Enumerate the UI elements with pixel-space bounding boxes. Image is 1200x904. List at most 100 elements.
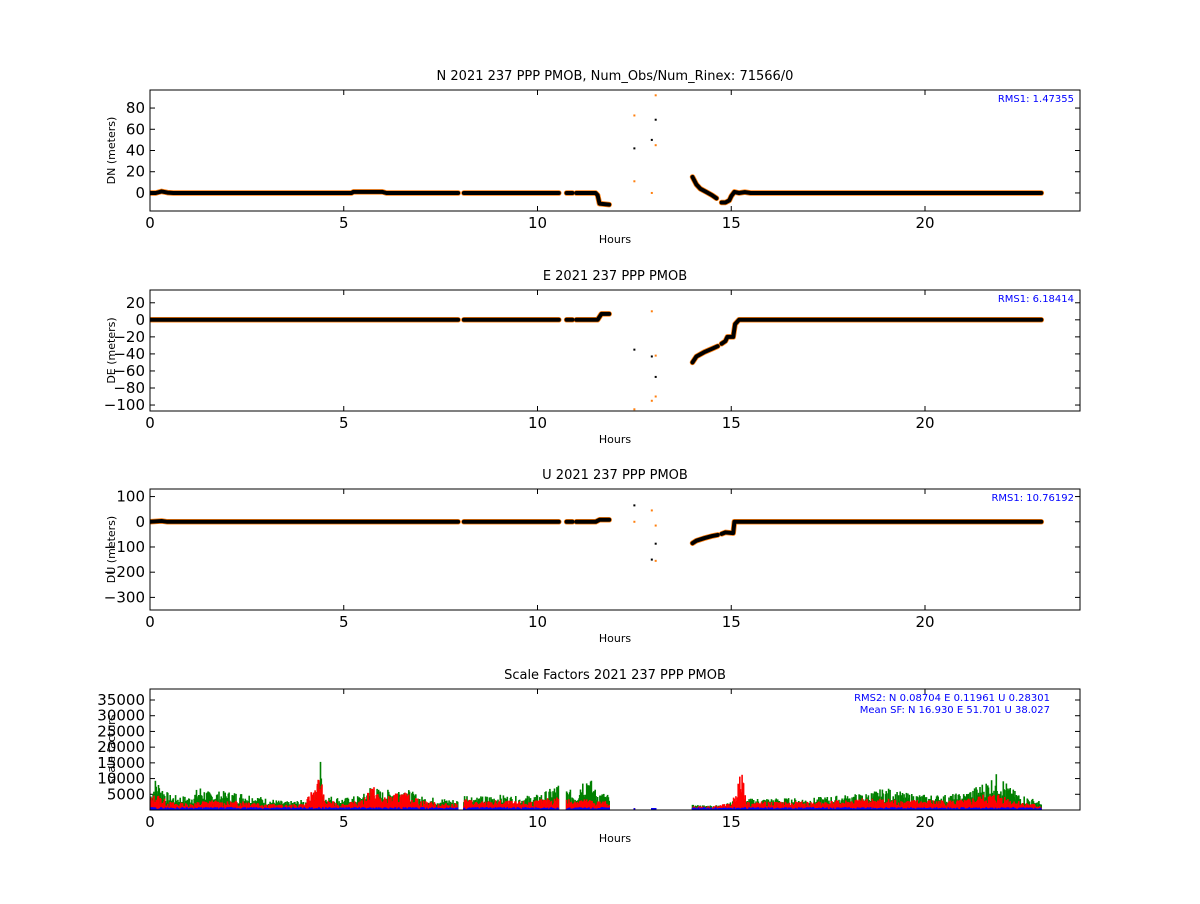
y-tick-label: 35000 — [97, 691, 145, 709]
series-trace — [719, 189, 1044, 205]
plot-area — [150, 94, 1045, 208]
data-point — [654, 118, 657, 121]
x-axis-label: Hours — [599, 832, 631, 845]
plot-area — [150, 761, 1042, 810]
y-tick-label: 5000 — [107, 785, 145, 803]
x-tick-label: 10 — [528, 813, 547, 831]
series-trace — [574, 311, 612, 322]
subplot-3: Scale Factors 2021 237 PPP PMOB Hours scal… — [97, 668, 1081, 845]
y-tick-label: 25000 — [97, 722, 145, 740]
x-tick-label: 5 — [339, 214, 349, 232]
y-tick-label: 30000 — [97, 707, 145, 725]
data-point — [633, 408, 636, 411]
x-tick-label: 20 — [915, 214, 934, 232]
y-axis-label: scale factors — [105, 714, 118, 784]
data-point — [633, 180, 636, 183]
x-tick-label: 10 — [528, 214, 547, 232]
data-point — [650, 355, 653, 358]
axes-frame — [149, 688, 1081, 811]
series-trace — [574, 517, 612, 524]
subplot-1: E 2021 237 PPP PMOB Hours DE (meters) 0 5 10 1… — [104, 269, 1081, 446]
y-tick-label: −20 — [113, 328, 145, 346]
y-tick-label: 0 — [135, 311, 145, 329]
x-tick-label: 5 — [339, 813, 349, 831]
series-trace — [574, 191, 612, 207]
plot-area — [150, 504, 1045, 562]
y-tick-label: 100 — [116, 488, 145, 506]
axes-frame — [149, 289, 1081, 412]
subplot-title: Scale Factors 2021 237 PPP PMOB — [504, 668, 726, 683]
x-tick-label: 10 — [528, 613, 547, 631]
y-tick-label: 20 — [126, 294, 145, 312]
y-tick-label: 15000 — [97, 754, 145, 772]
y-tick-label: −60 — [113, 362, 145, 380]
data-point — [650, 310, 653, 313]
y-tick-label: 20000 — [97, 738, 145, 756]
y-tick-label: −200 — [104, 563, 145, 581]
data-point — [654, 354, 657, 357]
y-tick-label: 0 — [135, 513, 145, 531]
data-point — [633, 520, 636, 523]
y-tick-label: −300 — [104, 588, 145, 606]
x-axis-label: Hours — [599, 632, 631, 645]
x-axis-label: Hours — [599, 433, 631, 446]
y-tick-label: −100 — [104, 538, 145, 556]
data-point — [633, 114, 636, 117]
x-tick-label: 0 — [145, 414, 155, 432]
subplot-title: U 2021 237 PPP PMOB — [542, 468, 688, 483]
series-trace-secondary — [718, 317, 1045, 347]
x-axis-label: Hours — [599, 233, 631, 246]
x-tick-label: 0 — [145, 613, 155, 631]
y-axis-label: DE (meters) — [105, 317, 118, 383]
series-trace — [690, 344, 720, 365]
y-tick-label: −80 — [113, 379, 145, 397]
series-trace — [719, 317, 1044, 346]
data-point — [650, 138, 653, 141]
x-tick-label: 0 — [145, 214, 155, 232]
series-trace — [150, 189, 461, 195]
y-tick-label: 80 — [126, 99, 145, 117]
series-trace — [690, 175, 719, 201]
x-tick-label: 20 — [915, 414, 934, 432]
x-tick-label: 5 — [339, 613, 349, 631]
data-point — [654, 524, 657, 527]
y-axis-label: DU (meters) — [105, 516, 118, 583]
rms-annotation: RMS1: 10.76192 — [991, 493, 1074, 504]
x-tick-label: 15 — [722, 414, 741, 432]
y-axis-label: DN (meters) — [105, 117, 118, 185]
x-tick-label: 5 — [339, 414, 349, 432]
mean-sf-annotation: Mean SF: N 16.930 E 51.701 U 38.027 — [860, 705, 1050, 716]
data-point — [654, 94, 657, 97]
y-tick-label: −40 — [113, 345, 145, 363]
series-trace — [690, 532, 720, 546]
x-tick-label: 15 — [722, 214, 741, 232]
y-tick-label: 60 — [126, 120, 145, 138]
subplot-title: N 2021 237 PPP PMOB, Num_Obs/Num_Rinex: … — [437, 69, 794, 84]
data-point — [654, 375, 657, 378]
data-point — [633, 147, 636, 150]
data-point — [633, 504, 636, 507]
data-point — [654, 395, 657, 398]
data-point — [654, 559, 657, 562]
rms-annotation: RMS1: 1.47355 — [998, 94, 1074, 105]
x-tick-label: 15 — [722, 613, 741, 631]
y-tick-label: 0 — [135, 184, 145, 202]
data-point — [650, 509, 653, 512]
x-tick-label: 20 — [915, 613, 934, 631]
series-trace — [719, 519, 1044, 536]
y-tick-label: −100 — [104, 396, 145, 414]
subplot-0: N 2021 237 PPP PMOB, Num_Obs/Num_Rinex: … — [105, 69, 1081, 246]
y-tick-label: 20 — [126, 163, 145, 181]
series-trace — [150, 519, 461, 524]
rms-annotation: RMS1: 6.18414 — [998, 294, 1074, 305]
x-tick-label: 15 — [722, 813, 741, 831]
data-point — [650, 399, 653, 402]
x-tick-label: 0 — [145, 813, 155, 831]
data-point — [650, 558, 653, 561]
axes-frame — [149, 89, 1081, 212]
plot-area — [150, 310, 1045, 411]
y-tick-label: 40 — [126, 142, 145, 160]
data-point — [654, 542, 657, 545]
axes-frame — [149, 488, 1081, 611]
